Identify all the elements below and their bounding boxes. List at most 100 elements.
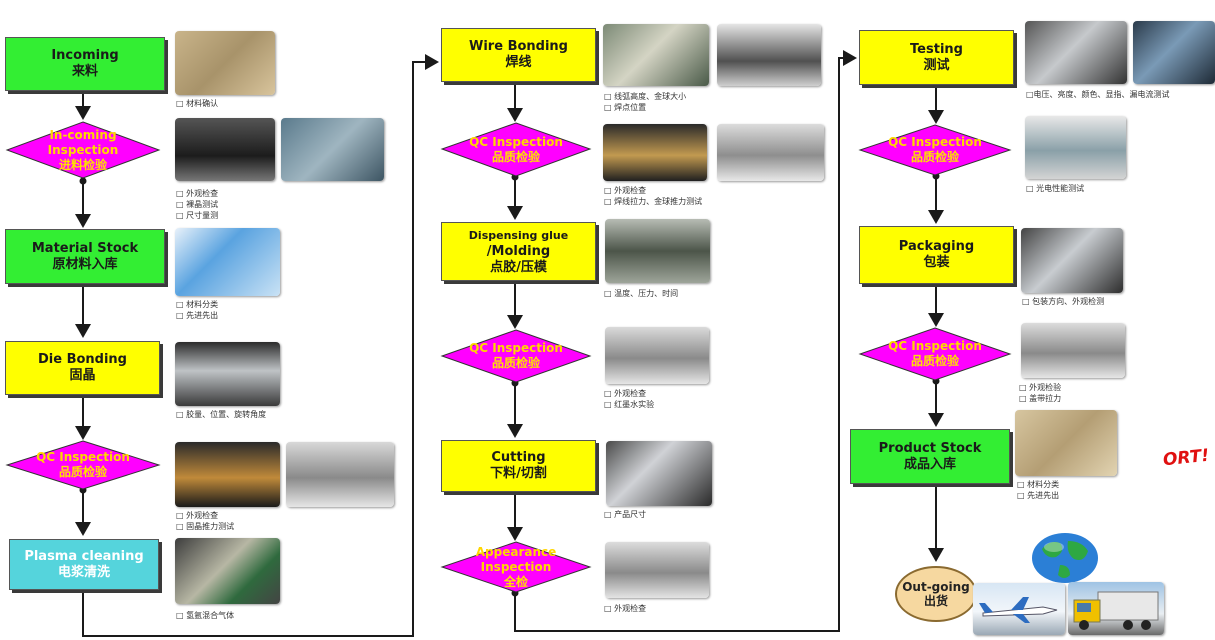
note-line: □ 胶量、位置、旋转角度: [176, 410, 267, 419]
diamond-label-1: QC Inspection: [888, 339, 982, 353]
microscope-photo: [717, 124, 824, 181]
note-line: □ 尺寸量测: [176, 211, 219, 220]
diamond-label-2: Inspection: [480, 559, 552, 574]
note-line: □ 产品尺寸: [604, 510, 647, 519]
bonder-monitor-photo: [717, 24, 821, 86]
notes-material-stock: □ 材料分类 □ 先进先出: [176, 299, 218, 321]
step-cutting: Cutting 下料/切割: [441, 440, 596, 492]
step-material-stock: Material Stock 原材料入库: [5, 229, 165, 284]
diamond-incoming-inspection: In-coming Inspection 进料检验: [5, 120, 161, 180]
airplane-icon: [979, 597, 1058, 623]
microscope-station-photo: [603, 124, 707, 181]
note-line: □电压、亮度、颜色、显指、漏电流测试: [1026, 90, 1170, 99]
notes-wire-bonding: □ 线弧高度、金球大小 □ 焊点位置: [604, 91, 686, 113]
out-going-badge: Out-going 出货: [895, 566, 977, 622]
step-testing: Testing 测试: [859, 30, 1014, 85]
diamond-label-1: QC Inspection: [469, 341, 563, 355]
diamond-label-1: Appearance: [475, 544, 557, 559]
step-label-en: Cutting: [491, 450, 546, 465]
note-line: □ 外观检查: [604, 604, 647, 613]
step-label-en: Die Bonding: [37, 352, 127, 367]
diamond-label-2: 品质检验: [910, 150, 959, 164]
diamond-label-1: QC Inspection: [469, 134, 563, 149]
note-line: □ 材料分类: [176, 300, 219, 309]
step-label-zh: 焊线: [505, 55, 532, 70]
outgoing-label-en: Out-going: [902, 580, 970, 594]
note-line: □ 温度、压力、时间: [604, 289, 679, 298]
note-line: □ 固晶推力测试: [176, 522, 235, 531]
die-bonder-photo: [175, 342, 280, 406]
note-line: □ 先进先出: [1017, 491, 1060, 500]
notes-cutting: □ 产品尺寸: [604, 509, 646, 520]
notes-incoming-inspection: □ 外观检查 □ 裸晶测试 □ 尺寸量测: [176, 188, 218, 221]
note-line: □ 光电性能测试: [1026, 184, 1085, 193]
step-label-en: Dispensing glue: [468, 228, 569, 242]
step-label-en: Testing: [910, 41, 963, 57]
diamond-qc-inspection: QC Inspection 品质检验: [5, 440, 161, 490]
photoelectric-tester-photo: [1025, 116, 1126, 179]
step-label-zh: 下料/切割: [490, 466, 547, 481]
note-line: □ 氢氩混合气体: [176, 611, 235, 620]
globe-icon: [1032, 533, 1098, 583]
note-line: □ 材料确认: [176, 99, 219, 108]
diamond-qc-inspection: QC Inspection 品质检验: [440, 122, 592, 177]
microscope-photo: [1021, 323, 1125, 378]
step-label-zh: 成品入库: [903, 456, 956, 472]
note-line: □ 材料分类: [1017, 480, 1060, 489]
step-label-zh: 包装: [923, 255, 950, 270]
step-label-en: Plasma cleaning: [24, 548, 144, 564]
diamond-label-1: QC Inspection: [888, 135, 982, 149]
note-line: □ 焊线拉力、金球推力测试: [604, 197, 703, 206]
diamond-label-2: 品质检验: [491, 356, 540, 370]
carton-boxes-photo: [175, 31, 275, 95]
microscope-photo: [605, 542, 709, 598]
notes-dispensing: □ 温度、压力、时间: [604, 288, 678, 299]
cutting-machine-photo: [606, 441, 712, 506]
wire-bonder-photo: [603, 24, 709, 86]
step-label-en: Packaging: [898, 239, 975, 254]
notes-packaging: □ 包装方向、外观检测: [1022, 296, 1104, 307]
step-label-en: Wire Bonding: [469, 39, 568, 54]
spectrometer-photo: [1133, 21, 1215, 84]
step-label-en: Product Stock: [878, 440, 982, 456]
notes-qc-inspection-4: □ 光电性能测试: [1026, 183, 1084, 194]
step-product-stock: Product Stock 成品入库: [850, 429, 1010, 484]
molding-press-photo: [605, 219, 710, 283]
microscope-station-photo: [175, 442, 280, 507]
diamond-label-1: In-coming: [49, 127, 117, 142]
note-line: □ 包装方向、外观检测: [1022, 297, 1105, 306]
notes-die-bonding: □ 胶量、位置、旋转角度: [176, 409, 266, 420]
step-dispensing-molding: Dispensing glue /Molding 点胶/压模: [441, 222, 596, 281]
plasma-cleaner-photo: [175, 538, 280, 604]
diamond-label-2: 品质检验: [58, 465, 107, 479]
airplane-photo: [973, 583, 1065, 635]
taping-machine-photo: [1021, 228, 1123, 293]
diamond-label-2: Inspection: [47, 142, 119, 157]
note-line: □ 外观检查: [176, 511, 219, 520]
microscope-photo: [286, 442, 394, 507]
notes-qc-inspection-3: □ 外观检查 □ 红墨水实验: [604, 388, 654, 410]
notes-plasma-cleaning: □ 氢氩混合气体: [176, 610, 234, 621]
step-label-en-2: /Molding: [486, 243, 551, 259]
microscope-photo: [605, 327, 709, 384]
note-line: □ 红墨水实验: [604, 400, 655, 409]
diamond-label-1: QC Inspection: [36, 450, 130, 464]
notes-product-stock: □ 材料分类 □ 先进先出: [1017, 479, 1059, 501]
step-label-en: Incoming: [51, 48, 119, 63]
notes-qc-inspection-1: □ 外观检查 □ 固晶推力测试: [176, 510, 234, 532]
tester-photo: [1025, 21, 1127, 84]
step-die-bonding: Die Bonding 固晶: [5, 341, 160, 395]
diamond-label-3: 全检: [503, 574, 528, 589]
notes-appearance-inspection: □ 外观检查: [604, 603, 646, 614]
diamond-qc-inspection: QC Inspection 品质检验: [440, 329, 592, 383]
notes-incoming: □ 材料确认: [176, 98, 218, 109]
step-incoming: Incoming 来料: [5, 37, 165, 91]
step-label-zh: 点胶/压模: [490, 259, 547, 275]
diamond-qc-inspection: QC Inspection 品质检验: [858, 124, 1012, 176]
step-plasma-cleaning: Plasma cleaning 电浆清洗: [9, 539, 159, 590]
carton-boxes-photo: [1015, 410, 1117, 476]
step-label-zh: 固晶: [69, 368, 96, 383]
notes-qc-inspection-2: □ 外观检查 □ 焊线拉力、金球推力测试: [604, 185, 702, 207]
step-label-zh: 来料: [71, 64, 98, 79]
diamond-label-2: 品质检验: [491, 149, 540, 164]
